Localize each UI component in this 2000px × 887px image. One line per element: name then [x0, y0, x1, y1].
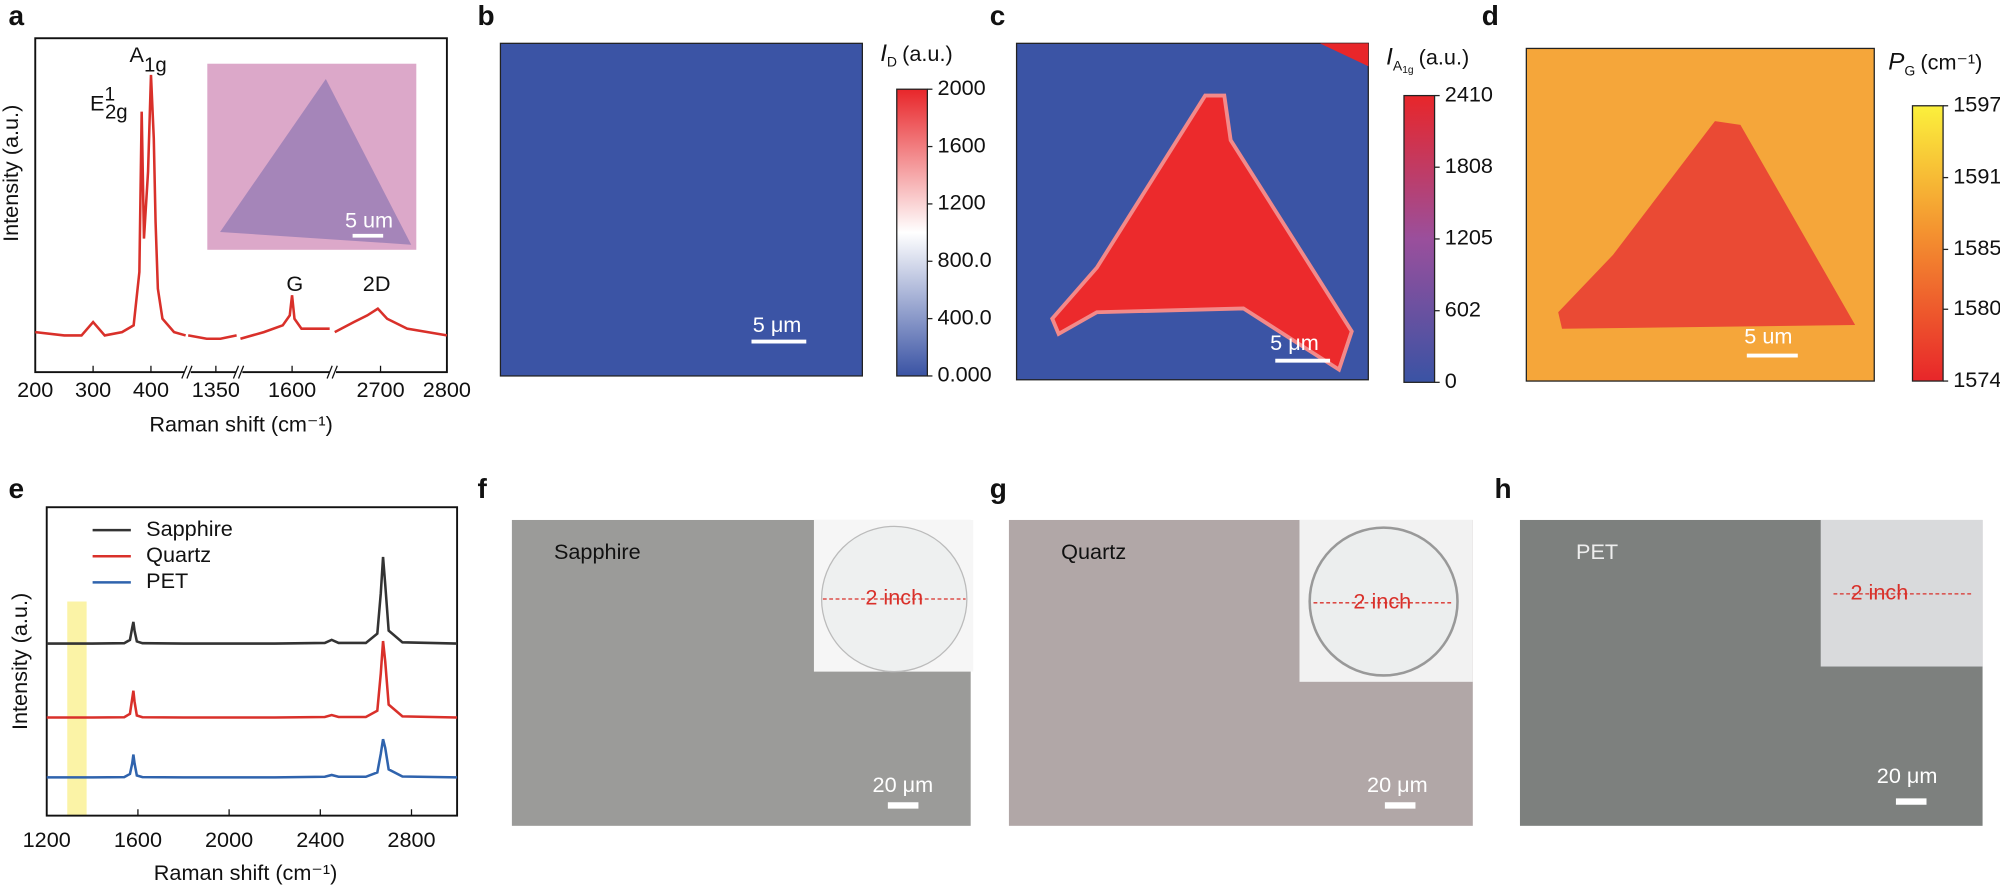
scale-bar-label: 20 μm	[1877, 763, 1938, 788]
colorbar-tick-label: 0	[1445, 368, 1457, 393]
colorbar	[1911, 105, 1944, 382]
legend-label: PET	[146, 568, 188, 593]
spectrum	[187, 334, 237, 341]
x-tick-label: 200	[17, 377, 53, 402]
spectrum	[35, 74, 186, 337]
wafer-size: 2 inch	[1353, 589, 1411, 614]
spectrum	[334, 307, 448, 337]
x-tick-label: 2800	[423, 377, 471, 402]
flake	[1050, 93, 1354, 373]
x-tick-label: 2400	[296, 827, 344, 852]
legend-label: Quartz	[146, 542, 211, 567]
x-tick-label: 1200	[23, 827, 71, 852]
axis-break	[181, 365, 193, 379]
scale-bar-label: 5 um	[1744, 323, 1792, 348]
scale-bar-label: 5 μm	[1270, 330, 1319, 355]
colorbar-tick-label: 1200	[938, 190, 986, 215]
panel-label: b	[477, 0, 494, 31]
panel-label: d	[1482, 0, 1499, 31]
colorbar-tick-label: 1585	[1953, 235, 2000, 260]
colorbar-tick-label: 400.0	[938, 304, 992, 329]
map	[499, 42, 863, 377]
colorbar-tick-label: 800.0	[938, 247, 992, 272]
x-tick-label: 2000	[205, 827, 253, 852]
substrate-label: PET	[1576, 539, 1618, 564]
peak-label: A1g	[130, 42, 167, 77]
x-tick-label: 2700	[356, 377, 404, 402]
panel-label: c	[990, 0, 1006, 31]
x-axis-label: Raman shift (cm⁻¹)	[154, 860, 338, 885]
colorbar-title: PG (cm⁻¹)	[1888, 49, 1982, 78]
colorbar	[896, 88, 928, 377]
substrate-label: Quartz	[1061, 539, 1126, 564]
scale-bar-label: 5 μm	[753, 312, 802, 337]
x-tick-label: 400	[133, 377, 169, 402]
panel-label: e	[8, 473, 24, 504]
x-axis-label: Raman shift (cm⁻¹)	[149, 411, 333, 436]
legend-label: Sapphire	[146, 516, 233, 541]
colorbar-tick-label: 1600	[938, 132, 986, 157]
colorbar-tick-label: 2410	[1445, 81, 1493, 106]
flake	[220, 79, 412, 245]
film-size: 2 inch	[1850, 580, 1908, 605]
colorbar-tick-label: 1580	[1953, 295, 2000, 320]
x-tick-label: 300	[75, 377, 111, 402]
colorbar-title: ID (a.u.)	[880, 40, 953, 69]
x-tick-label: 1600	[114, 827, 162, 852]
spectrum	[46, 556, 458, 645]
wafer-size: 2 inch	[865, 585, 923, 610]
peak-label: G	[286, 271, 303, 296]
highlight-band	[67, 601, 87, 816]
plot-frame	[45, 506, 459, 817]
colorbar-tick-label: 1597	[1953, 91, 2000, 116]
flake	[1558, 121, 1856, 329]
colorbar-tick-label: 602	[1445, 296, 1481, 321]
colorbar-tick-label: 0.000	[938, 362, 992, 387]
x-tick-label: 2800	[387, 827, 435, 852]
colorbar-tick-label: 1205	[1445, 225, 1493, 250]
colorbar-tick-label: 1591	[1953, 163, 2000, 188]
panel-label: h	[1494, 473, 1511, 504]
spectrum	[240, 295, 330, 340]
colorbar-tick-label: 1808	[1445, 153, 1493, 178]
scale-bar-label: 20 μm	[1367, 772, 1428, 797]
axis-break	[232, 365, 245, 379]
axis-break	[326, 365, 338, 379]
peak-label: E1 2g	[90, 85, 128, 124]
panel-label: g	[990, 473, 1007, 504]
colorbar-tick-label: 1574	[1953, 367, 2000, 392]
spectrum	[46, 738, 458, 779]
y-axis-label: Intensity (a.u.)	[0, 105, 23, 242]
substrate-label: Sapphire	[554, 539, 641, 564]
scale-bar-label: 5 um	[345, 207, 393, 232]
panel-label: f	[477, 473, 487, 504]
scale-bar-label: 20 μm	[873, 772, 934, 797]
x-tick-label: 1350	[192, 377, 240, 402]
peak-label: 2D	[363, 271, 391, 296]
colorbar-title: IA1g(a.u.)	[1386, 44, 1469, 76]
colorbar	[1403, 94, 1436, 383]
panel-label: a	[8, 0, 24, 31]
colorbar-tick-label: 2000	[938, 75, 986, 100]
wafer	[1308, 526, 1459, 677]
spectrum	[46, 640, 458, 719]
x-tick-label: 1600	[268, 377, 316, 402]
y-axis-label: Intensity (a.u.)	[7, 593, 32, 730]
